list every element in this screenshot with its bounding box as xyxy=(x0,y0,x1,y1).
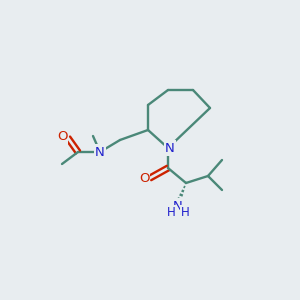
Text: H: H xyxy=(181,206,189,218)
Text: O: O xyxy=(57,130,67,143)
Text: N: N xyxy=(165,142,175,154)
Text: O: O xyxy=(139,172,149,185)
Text: H: H xyxy=(167,206,176,218)
Text: N: N xyxy=(95,146,105,158)
Text: N: N xyxy=(173,200,183,212)
